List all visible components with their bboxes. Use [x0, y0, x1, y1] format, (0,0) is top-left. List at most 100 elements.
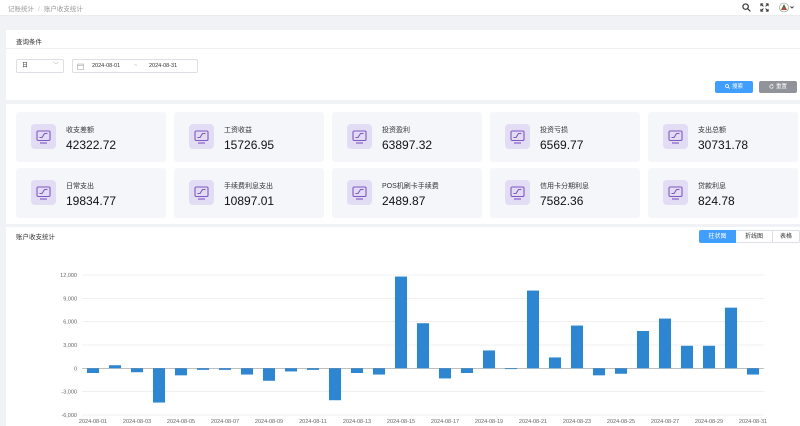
stat-value: 15726.95 [224, 138, 275, 152]
bar[interactable] [196, 368, 210, 370]
chart-icon [505, 180, 530, 205]
stat-card: 投资亏损 6569.77 [490, 112, 640, 162]
stat-label: 投资盈利 [382, 127, 410, 134]
stat-card: 信用卡分期利息 7582.36 [490, 168, 640, 218]
stat-card: 贷款利息 824.78 [648, 168, 798, 218]
x-tick-label: 2024-08-01 [79, 419, 107, 425]
stat-value: 7582.36 [540, 194, 584, 208]
fullscreen-icon[interactable] [760, 3, 769, 12]
search-button-label: 搜索 [731, 84, 743, 90]
bar[interactable] [614, 368, 628, 374]
search-button[interactable]: 搜索 [715, 81, 753, 93]
stat-label: 收支差额 [66, 127, 94, 134]
bar[interactable] [416, 323, 430, 369]
tab-line-chart[interactable]: 折线图 [736, 230, 773, 243]
stat-card: 支出总额 30731.78 [648, 112, 798, 162]
search-icon[interactable] [742, 3, 751, 12]
breadcrumb-current: 账户收支统计 [43, 5, 83, 13]
x-tick-label: 2024-08-23 [563, 419, 591, 425]
stat-label: 贷款利息 [698, 183, 726, 190]
bar[interactable] [284, 368, 298, 372]
x-tick-label: 2024-08-17 [431, 419, 459, 425]
bar[interactable] [548, 357, 562, 369]
bar[interactable] [526, 290, 540, 369]
bar[interactable] [746, 368, 760, 375]
period-select-value: 日 [22, 63, 29, 69]
query-panel: 查询条件 日 ﹀ 2024-08-01 ~ 2024-08-31 搜索 重置 [6, 30, 800, 100]
chart-icon [31, 180, 56, 205]
chart-section-title: 账户收支统计 [16, 234, 55, 241]
query-panel-title: 查询条件 [16, 39, 42, 46]
refresh-icon [769, 83, 774, 89]
bar[interactable] [108, 365, 122, 369]
stat-card: 收支差额 42322.72 [16, 112, 166, 162]
period-select[interactable]: 日 ﹀ [16, 59, 64, 73]
bar[interactable] [262, 368, 276, 381]
bar[interactable] [152, 368, 166, 403]
date-start-input[interactable]: 2024-08-01 [92, 63, 121, 69]
stat-card: 手续费利息支出 10897.01 [174, 168, 324, 218]
y-tick-label: 6,000 [63, 320, 77, 326]
date-end-input[interactable]: 2024-08-31 [149, 63, 178, 69]
breadcrumb: 记账统计 / 账户收支统计 [8, 3, 83, 13]
bar[interactable] [372, 368, 386, 375]
chart-icon [347, 180, 372, 205]
chart-icon [31, 124, 56, 149]
bar[interactable] [460, 368, 474, 373]
bar[interactable] [328, 368, 342, 401]
x-tick-label: 2024-08-19 [475, 419, 503, 425]
breadcrumb-parent[interactable]: 记账统计 [8, 5, 34, 13]
x-tick-label: 2024-08-05 [167, 419, 195, 425]
divider [6, 48, 800, 49]
stats-panel: 收支差额 42322.72 工资收益 15726.95 投资盈利 63897.32 投资亏损… [6, 104, 800, 224]
user-avatar[interactable] [778, 2, 794, 13]
bar[interactable] [350, 368, 364, 373]
x-tick-label: 2024-08-31 [739, 419, 767, 425]
breadcrumb-separator: / [38, 5, 40, 13]
top-bar: 记账统计 / 账户收支统计 [0, 0, 800, 16]
calendar-icon [77, 63, 84, 75]
bar[interactable] [86, 368, 100, 373]
stat-label: 手续费利息支出 [224, 183, 273, 190]
date-range-picker[interactable]: 2024-08-01 ~ 2024-08-31 [72, 59, 198, 73]
y-tick-label: 0 [74, 366, 77, 372]
date-range-separator: ~ [134, 63, 138, 69]
bar[interactable] [438, 368, 452, 379]
reset-button[interactable]: 重置 [759, 81, 797, 93]
bar[interactable] [394, 276, 408, 369]
tab-bar-chart[interactable]: 柱状图 [699, 230, 736, 243]
chart-icon [505, 124, 530, 149]
bar[interactable] [130, 368, 144, 373]
stat-value: 6569.77 [540, 138, 584, 152]
y-tick-label: 3,000 [63, 343, 77, 349]
y-tick-label: 12,000 [60, 273, 77, 279]
bar-chart: -6,000 -3,000 0 3,000 6,000 9,000 12,000 2024-0… [60, 273, 767, 425]
y-tick-label: -6,000 [61, 413, 77, 419]
y-tick-label: -3,000 [61, 390, 77, 396]
bar[interactable] [218, 368, 232, 370]
stat-value: 30731.78 [698, 138, 749, 152]
bar[interactable] [636, 331, 650, 369]
bar[interactable] [570, 325, 584, 369]
bar[interactable] [240, 368, 254, 375]
x-tick-label: 2024-08-07 [211, 419, 239, 425]
bar[interactable] [482, 350, 496, 369]
stat-value: 19834.77 [66, 194, 117, 208]
chart-panel: 账户收支统计 柱状图 折线图 表格 -6,000 -3,000 0 3,000 6,00… [6, 227, 800, 426]
bar[interactable] [680, 345, 694, 369]
x-tick-label: 2024-08-27 [651, 419, 679, 425]
bar[interactable] [658, 318, 672, 369]
bar[interactable] [592, 368, 606, 376]
bar[interactable] [174, 368, 188, 376]
chart-icon [663, 124, 688, 149]
bar[interactable] [724, 307, 738, 369]
bar[interactable] [504, 368, 518, 370]
x-tick-label: 2024-08-25 [607, 419, 635, 425]
chart-icon [663, 180, 688, 205]
bar[interactable] [702, 345, 716, 369]
x-tick-label: 2024-08-11 [299, 419, 327, 425]
stat-card: 工资收益 15726.95 [174, 112, 324, 162]
bar[interactable] [306, 368, 320, 370]
stat-value: 824.78 [698, 194, 735, 208]
x-tick-label: 2024-08-09 [255, 419, 283, 425]
